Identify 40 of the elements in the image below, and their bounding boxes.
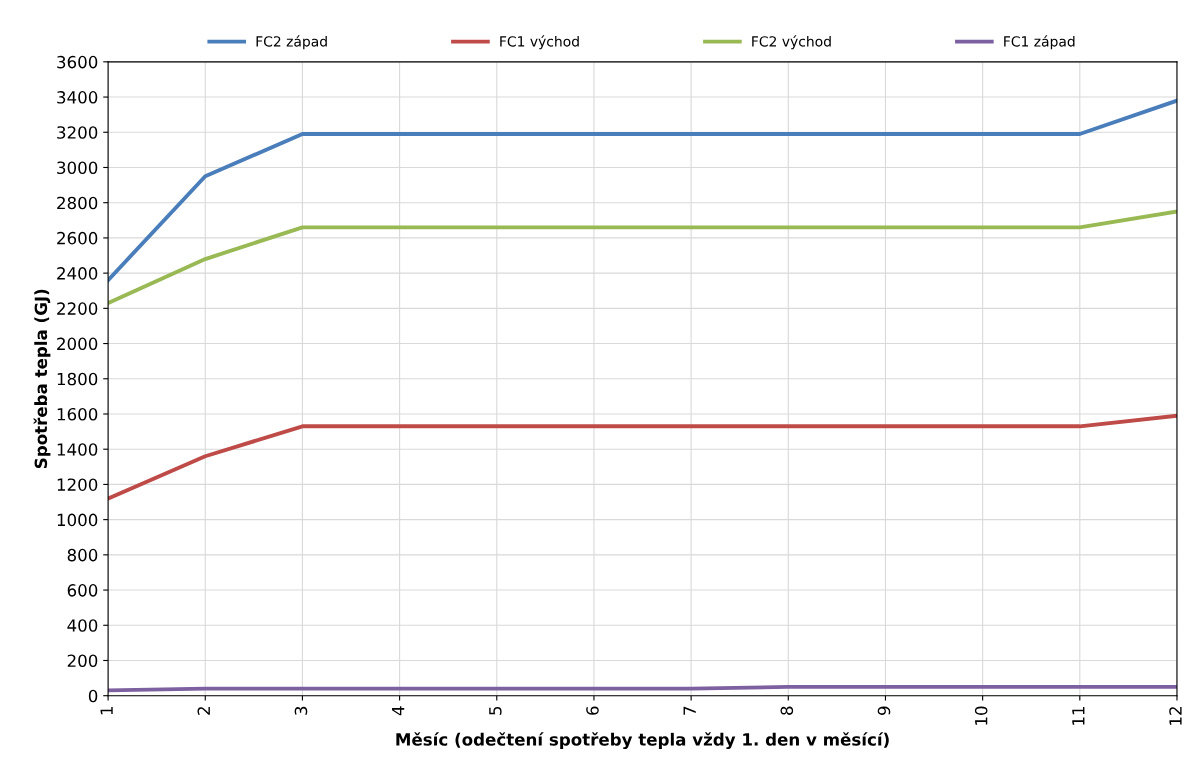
- y-tick-label: 1000: [57, 513, 98, 527]
- x-tick-label: 11: [1072, 706, 1085, 725]
- legend-label: FC2 východ: [752, 35, 831, 50]
- y-tick-label: 400: [67, 619, 98, 632]
- line-series: [108, 209, 1177, 306]
- x-tick-label: 10: [974, 706, 988, 725]
- y-axis-title: Spotřeba tepla (GJ): [33, 289, 51, 469]
- x-tick-label: 3: [294, 706, 308, 715]
- line-series: [108, 98, 1177, 283]
- x-axis-title: Měsíc (odečtení spotřeby tepla vždy 1. den v měsící): [396, 732, 889, 750]
- legend-label: FC1 západ: [1004, 35, 1075, 50]
- x-tick-label: 9: [877, 706, 891, 715]
- y-tick-label: 2600: [57, 231, 98, 245]
- x-tick-label: 6: [586, 706, 599, 715]
- y-tick-label: 200: [67, 654, 98, 668]
- x-tick-label: 2: [197, 707, 210, 715]
- x-tick-label: 8: [780, 706, 794, 715]
- y-tick-label: 1800: [57, 372, 98, 386]
- y-tick-label: 1200: [57, 478, 98, 491]
- line-series: [108, 413, 1177, 501]
- y-tick-label: 3600: [57, 55, 98, 69]
- y-tick-label: 2400: [57, 267, 98, 280]
- y-tick-label: 1400: [57, 443, 98, 456]
- x-tick-label: 5: [489, 706, 502, 715]
- y-tick-label: 600: [67, 584, 98, 597]
- y-tick-label: 800: [67, 548, 98, 562]
- x-tick-label: 1: [100, 706, 113, 715]
- y-tick-label: 3200: [57, 126, 98, 139]
- y-tick-label: 2000: [57, 337, 98, 351]
- legend-label: FC2 západ: [256, 35, 327, 50]
- x-tick-label: 7: [683, 706, 696, 715]
- y-tick-label: 2800: [57, 196, 98, 210]
- x-tick-label: 12: [1169, 707, 1182, 725]
- legend-label: FC1 východ: [500, 35, 579, 50]
- y-tick-label: 1600: [57, 407, 98, 421]
- x-tick-label: 4: [392, 706, 405, 716]
- y-tick-label: 2200: [57, 302, 98, 315]
- y-tick-label: 0: [88, 689, 98, 703]
- y-tick-label: 3400: [57, 91, 98, 104]
- y-tick-label: 3000: [57, 161, 98, 175]
